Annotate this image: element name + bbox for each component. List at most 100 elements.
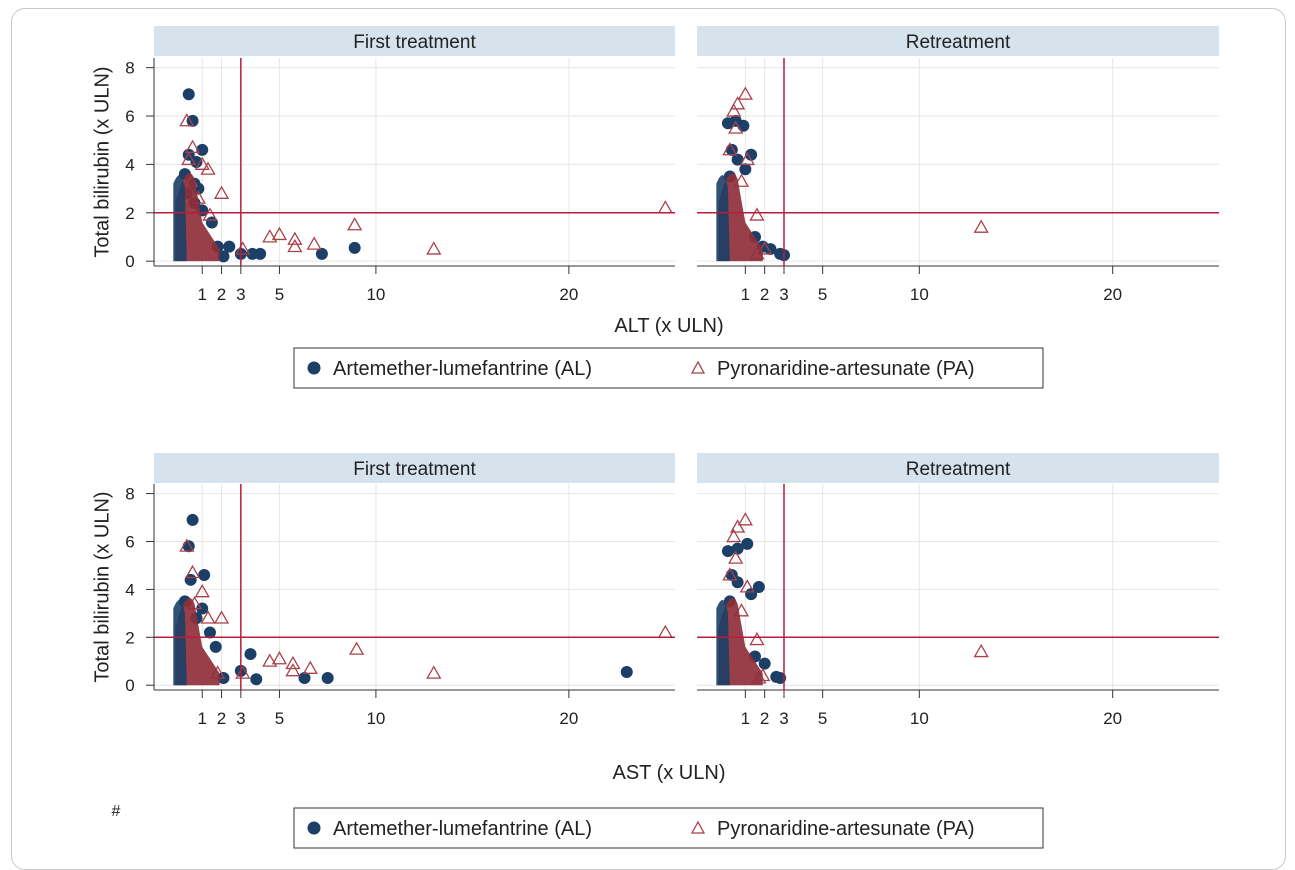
data-point-pa bbox=[348, 641, 365, 655]
x-tick-label: 3 bbox=[779, 285, 788, 304]
x-tick-label: 20 bbox=[559, 709, 578, 728]
legend-label-al: Artemether-lumefantrine (AL) bbox=[333, 358, 592, 380]
data-point-al bbox=[620, 666, 633, 679]
series-pa bbox=[722, 512, 989, 684]
data-point-al bbox=[758, 657, 771, 670]
x-tick-label: 2 bbox=[217, 709, 226, 728]
data-point-al bbox=[186, 114, 199, 127]
data-point-al bbox=[764, 243, 777, 256]
y-tick-label: 6 bbox=[125, 532, 134, 551]
figure-frame bbox=[11, 8, 1286, 870]
cluster-fill-pa bbox=[175, 597, 220, 686]
dense-cluster bbox=[716, 172, 763, 262]
data-point-al bbox=[217, 250, 230, 263]
data-point-pa bbox=[202, 207, 218, 221]
data-point-pa bbox=[306, 236, 322, 250]
data-point-al bbox=[315, 247, 328, 260]
y-tick-label: 6 bbox=[125, 107, 134, 126]
y-tick-label: 8 bbox=[125, 485, 134, 504]
data-point-pa bbox=[302, 660, 318, 674]
data-point-al bbox=[721, 545, 734, 558]
data-point-pa bbox=[426, 241, 442, 255]
data-point-pa bbox=[722, 567, 738, 581]
x-tick-label: 5 bbox=[818, 285, 827, 304]
data-point-pa bbox=[235, 665, 251, 679]
data-point-pa bbox=[262, 229, 278, 243]
data-point-al bbox=[737, 119, 750, 132]
x-tick-label: 3 bbox=[236, 285, 245, 304]
series-al bbox=[178, 513, 633, 686]
data-point-al bbox=[774, 672, 787, 685]
data-point-pa bbox=[179, 538, 195, 552]
data-point-al bbox=[184, 573, 197, 586]
y-axis-label: Total bilirubin (x ULN) bbox=[91, 66, 113, 257]
data-point-pa bbox=[733, 173, 750, 187]
cluster-fill-al bbox=[716, 175, 730, 262]
x-tick-label: 20 bbox=[1103, 709, 1122, 728]
panel-retreatment: Retreatment 1 2 3 5 10 20 bbox=[697, 26, 1219, 304]
data-point-pa bbox=[739, 151, 755, 166]
data-point-al bbox=[254, 247, 267, 260]
legend-label-pa: Pyronaridine-artesunate (PA) bbox=[717, 358, 975, 380]
x-tick-label: 1 bbox=[198, 285, 207, 304]
x-tick-label: 5 bbox=[275, 709, 284, 728]
x-tick-label: 10 bbox=[910, 285, 929, 304]
x-tick-label: 5 bbox=[818, 709, 827, 728]
data-point-pa bbox=[737, 512, 753, 526]
x-tick-label: 2 bbox=[760, 285, 769, 304]
x-axis-label: AST (x ULN) bbox=[613, 762, 726, 784]
data-point-pa bbox=[271, 651, 288, 665]
footnote-mark: # bbox=[112, 803, 121, 820]
data-point-pa bbox=[657, 624, 673, 639]
data-point-pa bbox=[181, 151, 197, 166]
legend-label-pa: Pyronaridine-artesunate (PA) bbox=[717, 818, 975, 840]
data-point-pa bbox=[262, 653, 278, 667]
data-point-al bbox=[182, 88, 195, 101]
legend-marker-al bbox=[307, 361, 321, 375]
x-tick-label: 10 bbox=[910, 709, 929, 728]
data-point-al bbox=[745, 588, 758, 601]
cluster-fill-al bbox=[173, 600, 187, 686]
data-point-pa bbox=[347, 217, 363, 231]
data-point-al bbox=[250, 673, 263, 686]
panel-title: First treatment bbox=[353, 32, 476, 53]
y-tick-label: 0 bbox=[125, 676, 134, 695]
data-point-pa bbox=[729, 96, 746, 110]
data-point-pa bbox=[728, 550, 744, 564]
x-tick-label: 5 bbox=[275, 285, 284, 304]
data-point-pa bbox=[722, 142, 738, 156]
panel-title: Retreatment bbox=[906, 459, 1011, 480]
legend-marker-pa bbox=[690, 360, 706, 374]
cluster-fill-pa bbox=[718, 172, 763, 262]
data-point-al bbox=[209, 640, 222, 653]
data-point-al bbox=[745, 148, 758, 161]
legend-marker-al bbox=[307, 821, 321, 835]
data-point-pa bbox=[426, 665, 442, 679]
data-point-pa bbox=[285, 663, 301, 677]
data-point-pa bbox=[213, 185, 230, 199]
data-point-pa bbox=[200, 610, 216, 624]
data-point-al bbox=[186, 513, 199, 526]
legend-box bbox=[293, 347, 1044, 389]
data-point-al bbox=[223, 240, 236, 253]
data-point-al bbox=[739, 163, 752, 176]
y-tick-label: 2 bbox=[125, 204, 134, 223]
data-point-al bbox=[298, 672, 311, 685]
data-point-pa bbox=[729, 519, 746, 533]
series-pa bbox=[179, 113, 673, 255]
data-point-pa bbox=[728, 120, 744, 134]
x-tick-label: 1 bbox=[741, 709, 750, 728]
data-point-al bbox=[244, 648, 257, 661]
data-point-pa bbox=[213, 610, 230, 624]
data-point-al bbox=[198, 569, 211, 582]
data-point-al bbox=[731, 153, 744, 166]
panel-title: Retreatment bbox=[906, 32, 1011, 53]
y-tick-label: 0 bbox=[125, 252, 134, 271]
data-point-pa bbox=[179, 113, 195, 127]
x-tick-label: 2 bbox=[760, 709, 769, 728]
data-point-al bbox=[348, 241, 361, 254]
panel-strip bbox=[697, 26, 1219, 56]
